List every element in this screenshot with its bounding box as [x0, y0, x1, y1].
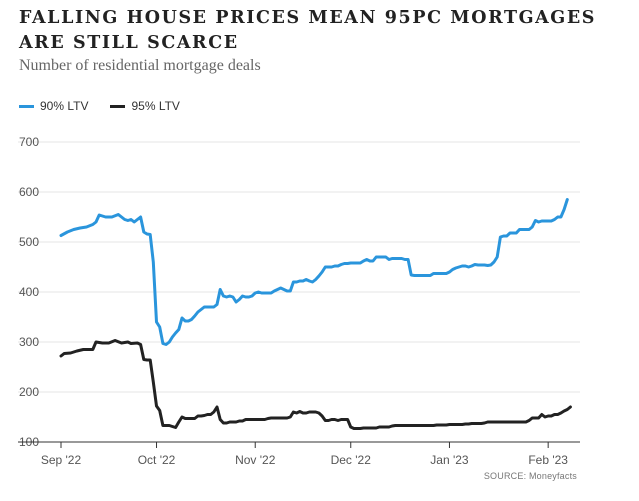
y-tick-label-600: 600	[19, 185, 39, 199]
x-tick-label: Jan '23	[430, 453, 469, 467]
legend-label-95-ltv: 95% LTV	[131, 99, 180, 113]
legend-swatch-95-ltv	[110, 104, 126, 108]
legend-item-95-ltv: 95% LTV	[110, 99, 180, 113]
x-tick-label: Dec '22	[331, 453, 372, 467]
source-note: SOURCE: Moneyfacts	[483, 471, 577, 481]
chart-title: FALLING HOUSE PRICES MEAN 95PC MORTGAGES…	[19, 8, 597, 53]
legend: 90% LTV 95% LTV	[19, 99, 202, 113]
chart-subtitle: Number of residential mortgage deals	[19, 57, 261, 74]
y-tick-label-700: 700	[19, 135, 39, 149]
x-tick-label: Sep '22	[41, 453, 82, 467]
legend-swatch-90-ltv	[19, 104, 34, 108]
series-line-95-ltv	[59, 339, 572, 430]
x-tick-label: Feb '23	[528, 453, 568, 467]
y-tick-label-500: 500	[19, 235, 39, 249]
y-tick-label-400: 400	[19, 285, 39, 299]
series-line-90-ltv	[59, 198, 569, 346]
x-tick-label: Nov '22	[235, 453, 276, 467]
y-tick-label-200: 200	[19, 385, 39, 399]
y-tick-label-300: 300	[19, 335, 39, 349]
legend-label-90-ltv: 90% LTV	[40, 99, 89, 113]
x-tick-label: Oct '22	[138, 453, 176, 467]
legend-item-90-ltv: 90% LTV	[19, 99, 88, 113]
